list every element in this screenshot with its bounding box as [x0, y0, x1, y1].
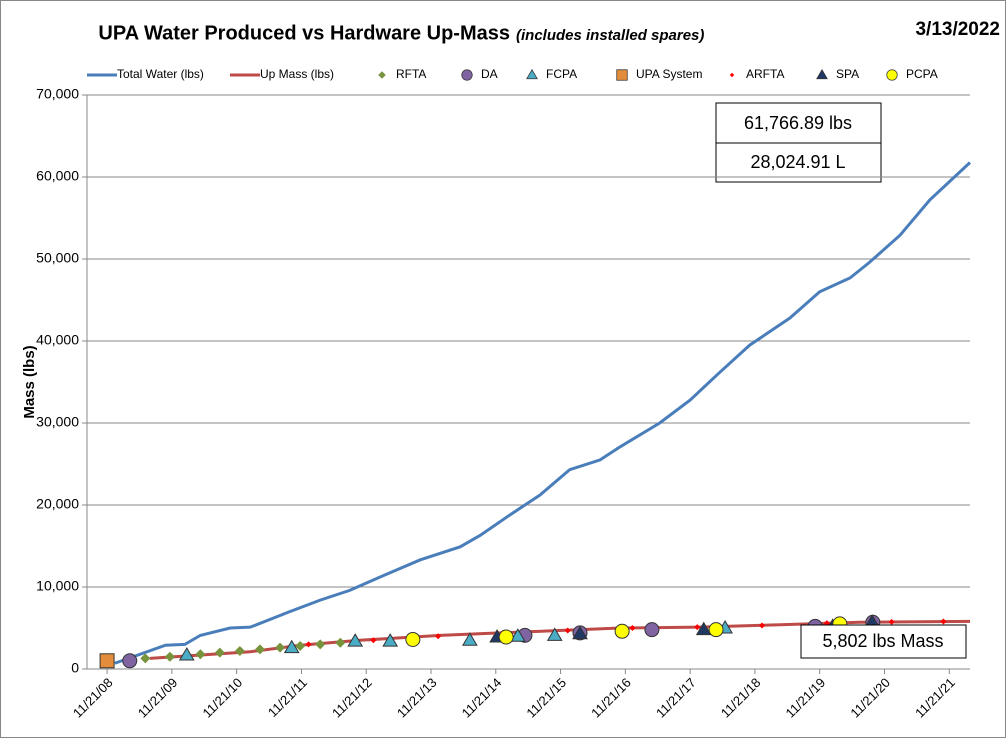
y-tick-label: 30,000 [36, 414, 79, 430]
annotation: 61,766.89 lbs [744, 113, 852, 133]
data-point [254, 644, 265, 655]
data-point [305, 641, 312, 648]
legend-label: FCPA [546, 67, 577, 81]
y-tick-label: 50,000 [36, 250, 79, 266]
y-tick-label: 20,000 [36, 496, 79, 512]
legend-label: PCPA [906, 67, 938, 81]
annotation-box [715, 102, 882, 144]
y-tick-label: 60,000 [36, 168, 79, 184]
data-point [140, 653, 151, 664]
data-point [708, 622, 724, 638]
data-point [614, 623, 630, 639]
legend-marker [729, 72, 735, 78]
data-point [275, 642, 286, 653]
data-point [99, 653, 115, 669]
data-line [114, 161, 972, 665]
legend-marker [816, 69, 828, 80]
legend-marker [886, 69, 898, 81]
legend-label: ARFTA [746, 67, 784, 81]
data-point [122, 653, 138, 669]
data-point [546, 627, 563, 641]
legend-marker [526, 69, 538, 80]
legend-label: DA [481, 67, 498, 81]
y-axis-label: Mass (lbs) [21, 345, 38, 418]
date-label: 3/13/2022 [915, 19, 1000, 40]
y-tick-label: 10,000 [36, 578, 79, 594]
y-tick-label: 0 [71, 660, 79, 676]
legend-label: Total Water (lbs) [117, 67, 204, 81]
data-point [283, 639, 300, 654]
annotation-box [800, 624, 967, 659]
data-point [335, 637, 346, 648]
data-point [759, 622, 766, 629]
data-point [347, 633, 364, 647]
data-point [644, 622, 660, 638]
data-point [370, 637, 377, 644]
data-point [295, 641, 306, 652]
legend-label: Up Mass (lbs) [260, 67, 334, 81]
legend-label: SPA [836, 67, 859, 81]
data-point [195, 649, 206, 660]
data-point [462, 632, 478, 646]
data-point [694, 624, 701, 631]
legend-label: RFTA [396, 67, 426, 81]
data-point [498, 629, 514, 645]
data-point [564, 627, 571, 634]
data-point [695, 621, 712, 636]
legend-marker [461, 69, 473, 81]
annotation: 28,024.91 L [750, 152, 845, 172]
y-tick-label: 40,000 [36, 332, 79, 348]
annotation: 5,802 lbs Mass [822, 631, 943, 651]
data-point [214, 647, 225, 658]
data-point [382, 633, 399, 647]
data-point [234, 645, 245, 656]
legend-label: UPA System [636, 67, 702, 81]
data-point [888, 618, 895, 625]
data-point [572, 625, 588, 640]
y-tick-label: 70,000 [36, 86, 79, 102]
annotation-box [715, 142, 882, 183]
data-point [509, 628, 526, 642]
data-point [629, 625, 636, 631]
data-point [940, 618, 947, 625]
data-point [178, 647, 195, 661]
legend-marker [616, 69, 628, 81]
data-point [435, 633, 442, 640]
data-point [405, 631, 421, 647]
legend-marker [378, 71, 386, 79]
data-point [164, 651, 175, 662]
chart-title: UPA Water Produced vs Hardware Up-Mass [98, 22, 510, 44]
data-point [315, 639, 326, 650]
chart-subtitle: (includes installed spares) [516, 27, 704, 44]
